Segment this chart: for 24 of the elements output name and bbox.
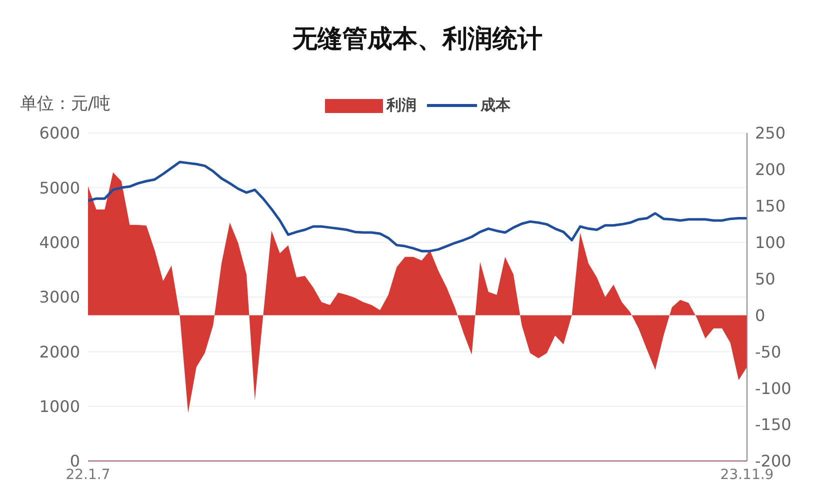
- y2-tick-label: 100: [755, 233, 786, 252]
- y-tick-label: 1000: [39, 397, 80, 416]
- y2-tick-label: 0: [755, 306, 766, 325]
- y-axis-title: 单位：元/吨: [20, 93, 111, 115]
- y2-tick-label: -50: [755, 342, 782, 362]
- chart-title: 无缝管成本、利润统计: [291, 23, 544, 55]
- legend-entry: 成本: [426, 96, 510, 115]
- y-tick-label: 2000: [39, 342, 80, 362]
- legend-entry: 利润: [324, 96, 416, 115]
- y2-tick-label: 50: [755, 269, 776, 288]
- y2-tick-label: -100: [755, 378, 792, 398]
- legend-label: 成本: [480, 96, 510, 115]
- x-tick-label: 23.11.9: [720, 466, 774, 483]
- y-tick-label: 4000: [39, 233, 80, 252]
- y-tick-label: 3000: [39, 288, 80, 307]
- x-tick-label: 22.1.7: [66, 466, 110, 483]
- y2-tick-label: 200: [755, 160, 786, 180]
- y-tick-label: 6000: [39, 124, 80, 143]
- y2-tick-label: 250: [755, 124, 786, 143]
- legend-label: 利润: [386, 96, 416, 115]
- y-tick-label: 5000: [39, 178, 80, 198]
- y2-tick-label: -150: [755, 415, 792, 434]
- line-series: [88, 160, 747, 252]
- y2-tick-label: 150: [755, 196, 786, 216]
